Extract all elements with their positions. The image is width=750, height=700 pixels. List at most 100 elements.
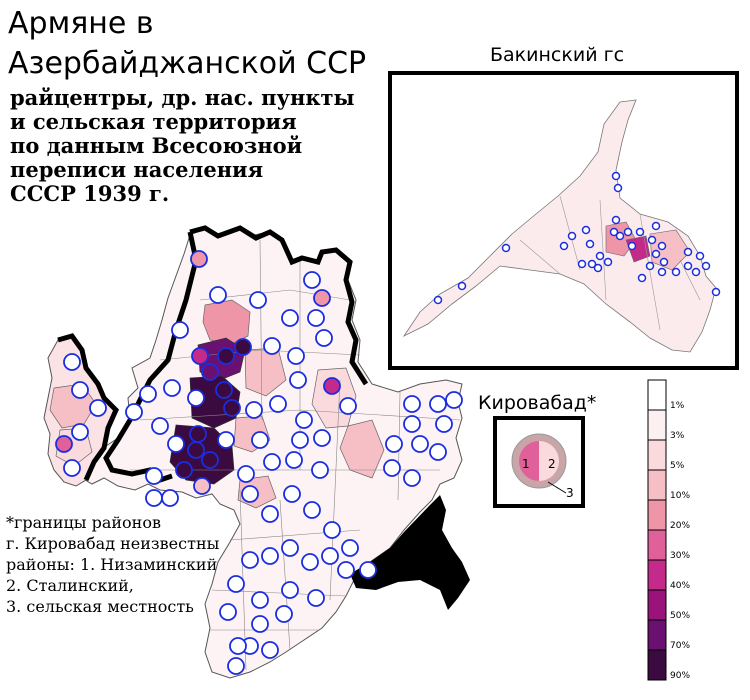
settlement-marker	[191, 347, 209, 365]
title-line-2: Азербайджанской ССР	[8, 46, 367, 81]
settlement-marker	[429, 395, 447, 413]
baku-inset-title: Бакинский гс	[490, 44, 625, 66]
legend-swatch	[647, 649, 667, 681]
legend-label: 90%	[670, 671, 690, 681]
baku-settlement-marker	[651, 221, 661, 231]
legend-swatch	[647, 469, 667, 501]
baku-settlement-markers	[433, 171, 721, 305]
settlement-marker	[201, 363, 219, 381]
baku-settlement-marker	[457, 281, 467, 291]
baku-settlement-marker	[701, 261, 711, 271]
settlement-marker	[313, 429, 331, 447]
settlement-marker	[303, 271, 321, 289]
settlement-marker	[229, 637, 247, 655]
baku-settlement-marker	[559, 241, 569, 251]
baku-settlement-marker	[595, 251, 605, 261]
kirovabad-title: Кировабад*	[478, 392, 597, 414]
footnote-line-3: районы: 1. Низаминский,	[6, 555, 223, 574]
baku-settlement-marker	[657, 241, 667, 251]
subtitle-line-5: СССР 1939 г.	[10, 181, 170, 206]
settlement-marker	[215, 381, 233, 399]
absheron-black-area	[350, 495, 470, 610]
settlement-marker	[201, 451, 219, 469]
legend-swatch	[647, 559, 667, 591]
subtitle-line-1: райцентры, др. нас. пункты	[10, 85, 355, 110]
settlement-marker	[341, 539, 359, 557]
title-line-1: Армяне в	[8, 6, 154, 41]
settlement-marker	[234, 338, 252, 356]
settlement-marker	[237, 465, 255, 483]
baku-settlement-marker	[671, 267, 681, 277]
map-title: Армяне в Азербайджанской ССР	[8, 4, 366, 84]
settlement-marker	[307, 589, 325, 607]
subtitle-line-2: и сельская территория	[10, 109, 297, 134]
settlement-marker	[337, 561, 355, 579]
kirovabad-label-3: 3	[566, 486, 574, 500]
settlement-marker	[161, 489, 179, 507]
settlement-marker	[281, 581, 299, 599]
baku-settlement-marker	[611, 171, 621, 181]
footnote-line-1: *границы районов	[6, 513, 161, 532]
kirovabad-label-1: 1	[522, 457, 530, 471]
legend-label: 40%	[670, 581, 690, 591]
settlement-marker	[71, 423, 89, 441]
footnote: *границы районов г. Кировабад неизвестны…	[6, 512, 222, 617]
settlement-marker	[323, 377, 341, 395]
baku-settlement-marker	[603, 257, 613, 267]
kirovabad-part-1-slice	[519, 441, 539, 481]
legend-label: 50%	[670, 611, 690, 621]
settlement-marker	[323, 521, 341, 539]
settlement-marker	[261, 641, 279, 659]
settlement-marker	[167, 435, 185, 453]
nakhichevan-border-line	[57, 333, 119, 482]
settlement-marker	[359, 561, 377, 579]
settlement-marker	[193, 477, 211, 495]
kirovabad-chart: 1 2 3	[511, 433, 574, 500]
baku-settlement-marker	[593, 263, 603, 273]
baku-territory	[402, 99, 717, 353]
settlement-marker	[321, 547, 339, 565]
legend-label: 70%	[670, 641, 690, 651]
baku-settlement-marker	[635, 227, 645, 237]
settlement-marker	[285, 451, 303, 469]
legend-label: 20%	[670, 521, 690, 531]
subtitle-line-3: по данным Всесоюзной	[10, 133, 303, 158]
settlement-marker	[287, 347, 305, 365]
baku-settlement-marker	[613, 183, 623, 193]
baku-inset-map	[402, 99, 721, 353]
settlement-marker	[283, 485, 301, 503]
legend-swatch	[647, 409, 667, 441]
settlement-marker	[71, 381, 89, 399]
footnote-line-4: 2. Сталинский,	[6, 576, 134, 595]
baku-settlement-marker	[567, 231, 577, 241]
settlement-marker	[275, 605, 293, 623]
settlement-marker	[261, 505, 279, 523]
legend-swatch	[647, 499, 667, 531]
baku-settlement-marker	[637, 273, 647, 283]
settlement-marker	[227, 575, 245, 593]
baku-settlement-marker	[657, 267, 667, 277]
settlement-marker	[145, 467, 163, 485]
settlement-marker	[269, 395, 287, 413]
settlement-marker	[445, 391, 463, 409]
settlement-marker	[339, 397, 357, 415]
legend-swatch	[647, 589, 667, 621]
settlement-marker	[261, 547, 279, 565]
settlement-marker	[241, 485, 259, 503]
settlement-marker	[245, 401, 263, 419]
settlement-marker	[263, 453, 281, 471]
settlement-marker	[219, 603, 237, 621]
legend-label: 10%	[670, 491, 690, 501]
kirovabad-leader-3	[547, 481, 567, 494]
settlement-marker	[63, 459, 81, 477]
settlement-marker	[63, 353, 81, 371]
settlement-marker	[223, 399, 241, 417]
legend-swatch	[647, 529, 667, 561]
baku-settlement-marker	[433, 295, 443, 305]
settlement-marker	[315, 329, 333, 347]
settlement-marker	[89, 399, 107, 417]
settlement-marker	[55, 435, 73, 453]
settlement-marker	[190, 250, 208, 268]
settlement-marker	[187, 441, 205, 459]
